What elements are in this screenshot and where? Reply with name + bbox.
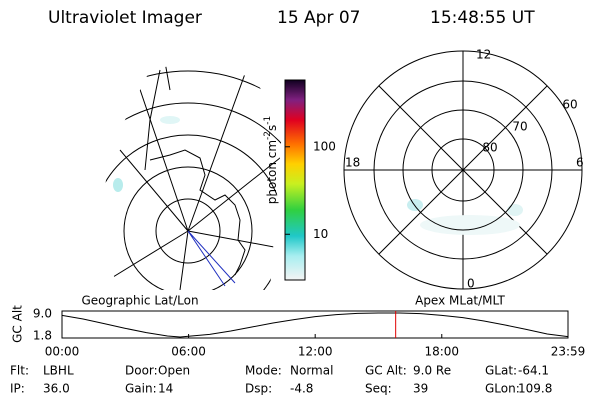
info-value: 36.0 (43, 382, 70, 396)
orbit-frame (61, 310, 569, 339)
time: 15:48:55 UT (430, 8, 535, 28)
lat-label: 80 (482, 141, 497, 155)
info-label: GC Alt: (365, 364, 407, 378)
orbit-ylabel: GC Alt (11, 305, 25, 343)
info-value: -4.8 (290, 382, 313, 396)
info-value: -64.1 (518, 364, 549, 378)
colorbar-tick-label: 10 (313, 227, 328, 241)
colorbar (284, 79, 306, 281)
unit: s (265, 125, 279, 131)
unit-exp: -1 (263, 116, 273, 125)
info-value: Open (158, 364, 190, 378)
info-value: 39 (413, 382, 428, 396)
x-tick-label: 06:00 (171, 345, 206, 359)
colorbar-tick-label: 100 (313, 139, 336, 153)
info-label: Seq: (365, 382, 392, 396)
info-label: Door: (125, 364, 158, 378)
x-tick-label: 12:00 (298, 345, 333, 359)
title: Ultraviolet Imager (48, 8, 202, 28)
mlt-label: 0 (467, 277, 475, 291)
colorbar-label: photon cm-2s-1 (263, 116, 279, 205)
info-value: LBHL (43, 364, 74, 378)
dynamic: 10 100 00:00 06:00 12:00 18:00 23:59 Flt: LBHL Do… (10, 139, 585, 395)
unit-exp: -2 (263, 131, 273, 140)
x-tick-label: 18:00 (424, 345, 459, 359)
lat-label: 70 (512, 120, 527, 134)
y-tick-label: 9.0 (33, 307, 52, 321)
left-map (98, 62, 282, 290)
info-value: 109.8 (518, 382, 552, 396)
info-label: Mode: (245, 364, 282, 378)
mlt-label: 6 (576, 156, 584, 170)
info-label: Dsp: (245, 382, 272, 396)
y-tick-label: 1.8 (33, 329, 52, 343)
unit: photon cm (265, 140, 279, 204)
lat-label: 60 (562, 98, 577, 112)
info-value: Normal (290, 364, 333, 378)
mlt-label: 12 (476, 48, 491, 62)
x-tick-label: 23:59 (551, 345, 586, 359)
right-map (343, 50, 583, 290)
date: 15 Apr 07 (277, 8, 360, 28)
info-label: Gain: (125, 382, 157, 396)
info-value: 9.0 Re (413, 364, 451, 378)
right-map-label: Apex MLat/MLT (415, 294, 505, 308)
info-label: GLon: (485, 382, 520, 396)
info-label: Flt: (10, 364, 29, 378)
info-label: GLat: (485, 364, 517, 378)
info-value: 14 (158, 382, 173, 396)
orbit-line (61, 312, 569, 338)
info-label: IP: (10, 382, 25, 396)
x-tick-label: 00:00 (45, 345, 80, 359)
left-map-label: Geographic Lat/Lon (81, 294, 198, 308)
mlt-label: 18 (345, 156, 360, 170)
